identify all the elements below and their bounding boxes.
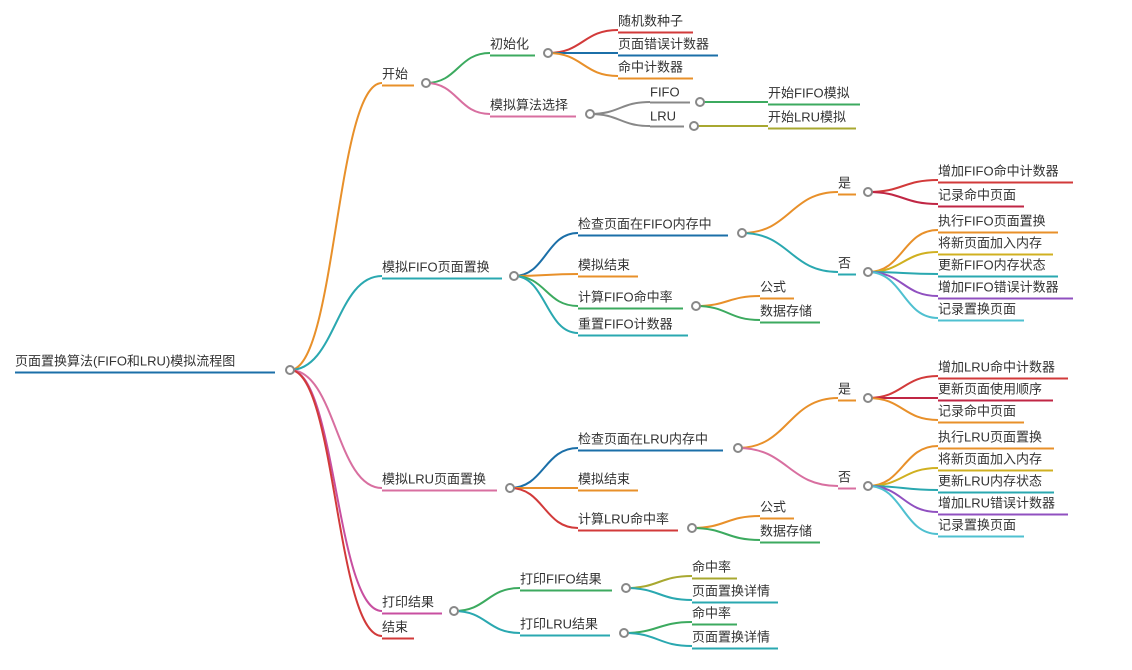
level4-node-6: 更新FIFO内存状态 xyxy=(938,255,1058,278)
level3-node-7: 公式 xyxy=(760,277,794,300)
level4-node-9: 增加LRU命中计数器 xyxy=(938,357,1068,380)
level2-node-4: 计算FIFO命中率 xyxy=(578,287,683,310)
level4-node-0: 开始FIFO模拟 xyxy=(768,83,860,106)
level3-node-13: 命中率 xyxy=(692,557,737,580)
level1-node-4: 结束 xyxy=(382,617,414,640)
level3-node-2: 命中计数器 xyxy=(618,57,693,80)
level3-node-10: 否 xyxy=(838,467,856,490)
level2-node-6-anchor xyxy=(733,443,743,453)
level3-node-3-anchor xyxy=(695,97,705,107)
level2-node-1-anchor xyxy=(585,109,595,119)
level3-node-12: 数据存储 xyxy=(760,521,820,544)
root-node-anchor xyxy=(285,365,295,375)
level3-node-5: 是 xyxy=(838,173,856,196)
level3-node-0: 随机数种子 xyxy=(618,11,693,34)
level1-node-1-anchor xyxy=(509,271,519,281)
level4-node-11: 记录命中页面 xyxy=(938,401,1024,424)
root-node: 页面置换算法(FIFO和LRU)模拟流程图 xyxy=(15,351,275,374)
level4-node-15: 增加LRU错误计数器 xyxy=(938,493,1068,516)
level3-node-6: 否 xyxy=(838,253,856,276)
level2-node-4-anchor xyxy=(691,301,701,311)
level4-node-12: 执行LRU页面置换 xyxy=(938,427,1054,450)
level4-node-3: 记录命中页面 xyxy=(938,185,1024,208)
level3-node-1: 页面错误计数器 xyxy=(618,34,718,57)
level4-node-7: 增加FIFO错误计数器 xyxy=(938,277,1073,300)
level2-node-2: 检查页面在FIFO内存中 xyxy=(578,214,728,237)
level2-node-8-anchor xyxy=(687,523,697,533)
level2-node-10-anchor xyxy=(619,628,629,638)
level2-node-1: 模拟算法选择 xyxy=(490,95,576,118)
level4-node-2: 增加FIFO命中计数器 xyxy=(938,161,1073,184)
level2-node-5: 重置FIFO计数器 xyxy=(578,314,688,337)
level3-node-6-anchor xyxy=(863,267,873,277)
level1-node-0: 开始 xyxy=(382,64,414,87)
level4-node-14: 更新LRU内存状态 xyxy=(938,471,1054,494)
level3-node-5-anchor xyxy=(863,187,873,197)
level4-node-1: 开始LRU模拟 xyxy=(768,107,856,130)
level1-node-2: 模拟LRU页面置换 xyxy=(382,469,497,492)
level1-node-3: 打印结果 xyxy=(382,592,442,615)
level2-node-9-anchor xyxy=(621,583,631,593)
level3-node-14: 页面置换详情 xyxy=(692,581,778,604)
level4-node-4: 执行FIFO页面置换 xyxy=(938,211,1058,234)
level4-node-5: 将新页面加入内存 xyxy=(938,233,1053,256)
level3-node-10-anchor xyxy=(863,481,873,491)
level3-node-9-anchor xyxy=(863,393,873,403)
level2-node-9: 打印FIFO结果 xyxy=(520,569,612,592)
level2-node-7: 模拟结束 xyxy=(578,469,638,492)
level2-node-0-anchor xyxy=(543,48,553,58)
level4-node-10: 更新页面使用顺序 xyxy=(938,379,1053,402)
level1-node-0-anchor xyxy=(421,78,431,88)
level1-node-2-anchor xyxy=(505,483,515,493)
level2-node-2-anchor xyxy=(737,228,747,238)
level4-node-16: 记录置换页面 xyxy=(938,515,1024,538)
level3-node-4: LRU xyxy=(650,109,684,128)
level2-node-10: 打印LRU结果 xyxy=(520,614,610,637)
level3-node-11: 公式 xyxy=(760,497,794,520)
level3-node-4-anchor xyxy=(689,121,699,131)
level3-node-16: 页面置换详情 xyxy=(692,627,778,650)
level2-node-8: 计算LRU命中率 xyxy=(578,509,678,532)
level4-node-8: 记录置换页面 xyxy=(938,299,1024,322)
level1-node-3-anchor xyxy=(449,606,459,616)
level2-node-6: 检查页面在LRU内存中 xyxy=(578,429,723,452)
level4-node-13: 将新页面加入内存 xyxy=(938,449,1053,472)
level3-node-3: FIFO xyxy=(650,85,690,104)
level2-node-0: 初始化 xyxy=(490,34,535,57)
level3-node-9: 是 xyxy=(838,379,856,402)
level3-node-15: 命中率 xyxy=(692,603,737,626)
level1-node-1: 模拟FIFO页面置换 xyxy=(382,257,502,280)
level2-node-3: 模拟结束 xyxy=(578,255,638,278)
level3-node-8: 数据存储 xyxy=(760,301,820,324)
